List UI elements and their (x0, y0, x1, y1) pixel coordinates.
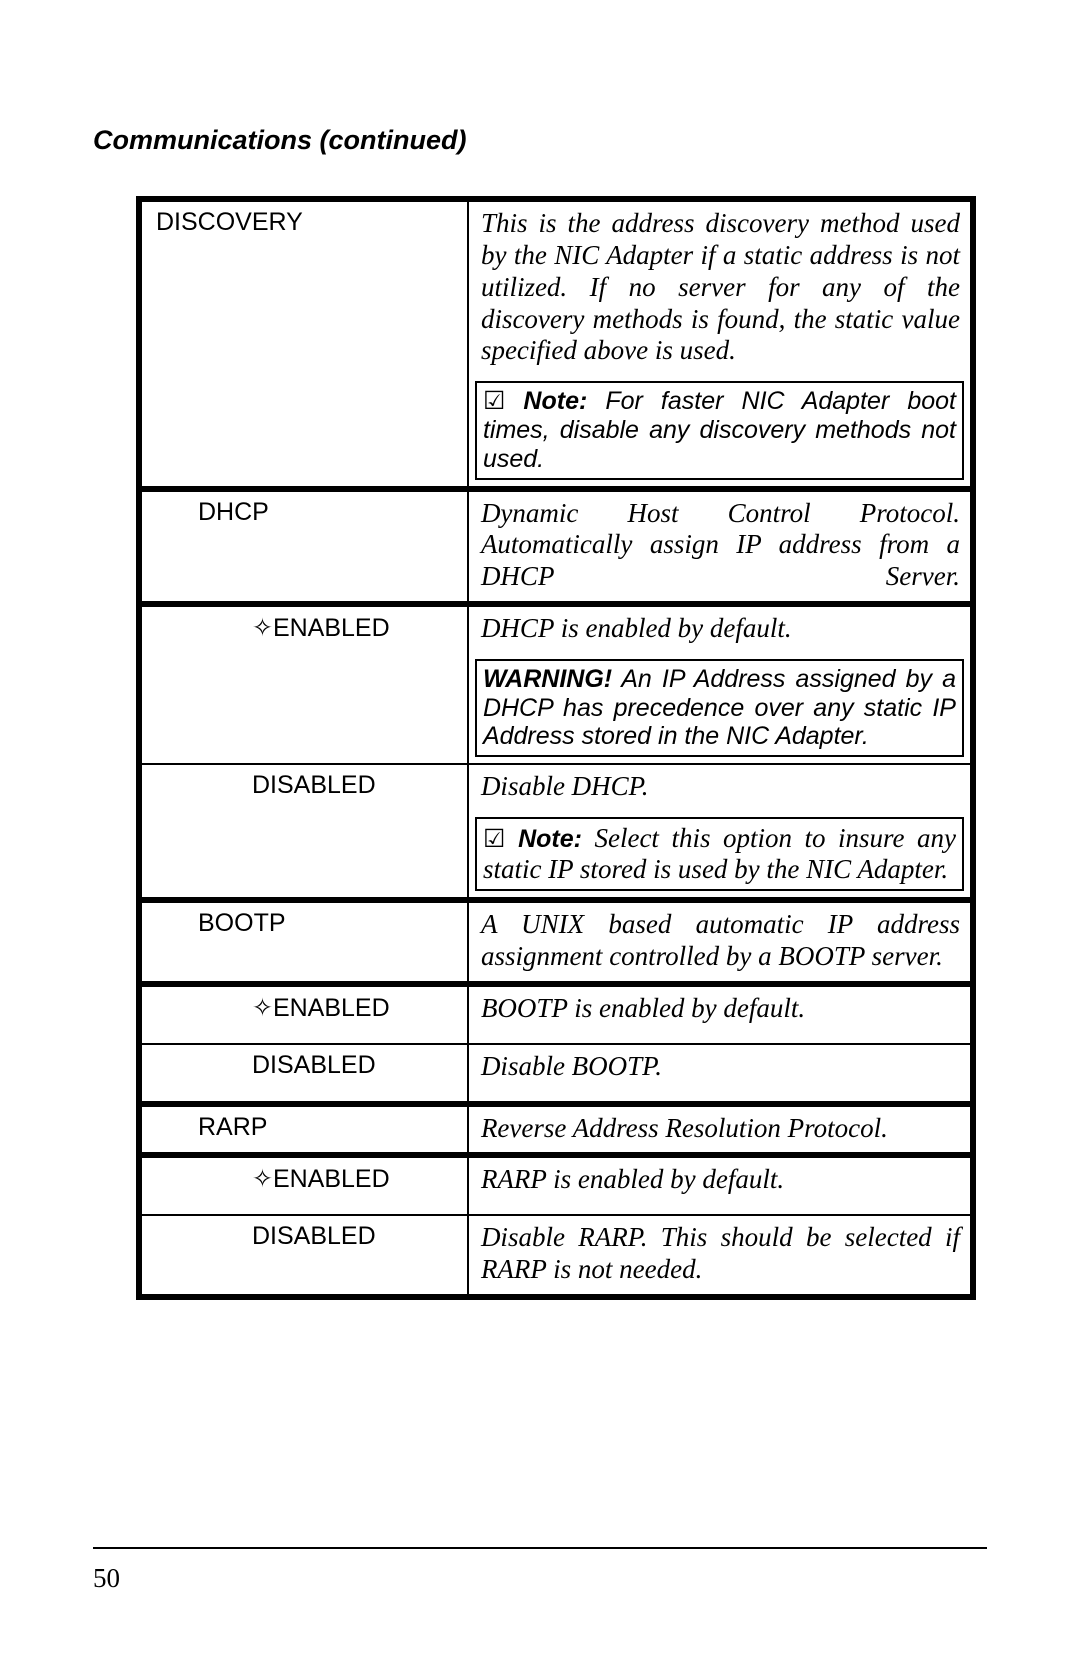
row-label-dhcp: DHCP (198, 498, 269, 526)
row-desc: DHCP is enabled by default. (481, 613, 960, 645)
table-row: DISABLED Disable DHCP. (139, 764, 973, 811)
note-lead: Note: (518, 825, 582, 853)
table-row: DISABLED Disable BOOTP. (139, 1044, 973, 1104)
note-lead: Note: (523, 387, 587, 415)
section-heading: Communications (continued) (93, 125, 987, 156)
row-label-rarp-enabled: ✧ENABLED (252, 1165, 390, 1193)
document-page: Communications (continued) DISCOVERY Thi… (0, 0, 1080, 1669)
table-row: BOOTP A UNIX based automatic IP address … (139, 900, 973, 984)
table-row: DISABLED Disable RARP. This should be se… (139, 1215, 973, 1297)
row-desc: Reverse Address Resolution Protocol. (481, 1113, 960, 1145)
row-label-rarp-disabled: DISABLED (252, 1222, 376, 1250)
row-label-bootp-enabled: ✧ENABLED (252, 994, 390, 1022)
row-label-bootp: BOOTP (198, 909, 286, 937)
row-desc: A UNIX based automatic IP address assign… (481, 909, 960, 973)
table-row: DHCP Dynamic Host Control Protocol. Auto… (139, 489, 973, 605)
settings-table: DISCOVERY This is the address discovery … (136, 196, 976, 1300)
table-row: ✧ENABLED BOOTP is enabled by default. (139, 984, 973, 1044)
diamond-icon: ✧ (252, 614, 273, 642)
check-icon: ☑ (483, 825, 505, 853)
row-desc: Disable RARP. This should be selected if… (481, 1222, 960, 1286)
table-row: RARP Reverse Address Resolution Protocol… (139, 1104, 973, 1156)
row-desc: This is the address discovery method use… (481, 208, 960, 367)
page-number: 50 (93, 1563, 120, 1594)
check-icon: ☑ (483, 387, 505, 415)
row-label-rarp: RARP (198, 1113, 267, 1141)
row-desc: BOOTP is enabled by default. (481, 993, 960, 1025)
row-label-dhcp-enabled: ✧ENABLED (252, 614, 390, 642)
table-row: ✧ENABLED RARP is enabled by default. (139, 1155, 973, 1215)
row-label-discovery: DISCOVERY (156, 208, 303, 236)
note-box: ☑ Note: For faster NIC Adapter boot time… (475, 381, 964, 479)
diamond-icon: ✧ (252, 1165, 273, 1193)
warning-lead: WARNING! (483, 665, 612, 693)
row-desc: Disable DHCP. (481, 771, 960, 803)
table-row: DISCOVERY This is the address discovery … (139, 199, 973, 375)
row-label-bootp-disabled: DISABLED (252, 1051, 376, 1079)
row-label-dhcp-disabled: DISABLED (252, 771, 376, 799)
diamond-icon: ✧ (252, 994, 273, 1022)
row-desc: RARP is enabled by default. (481, 1164, 960, 1196)
row-desc: Disable BOOTP. (481, 1051, 960, 1083)
row-desc: Dynamic Host Control Protocol. Automatic… (481, 498, 960, 594)
footer-divider (93, 1547, 987, 1549)
table-row: ✧ENABLED DHCP is enabled by default. (139, 604, 973, 653)
warning-box: WARNING! An IP Address assigned by a DHC… (475, 659, 964, 757)
note-box: ☑ Note: Select this option to insure any… (475, 817, 964, 891)
